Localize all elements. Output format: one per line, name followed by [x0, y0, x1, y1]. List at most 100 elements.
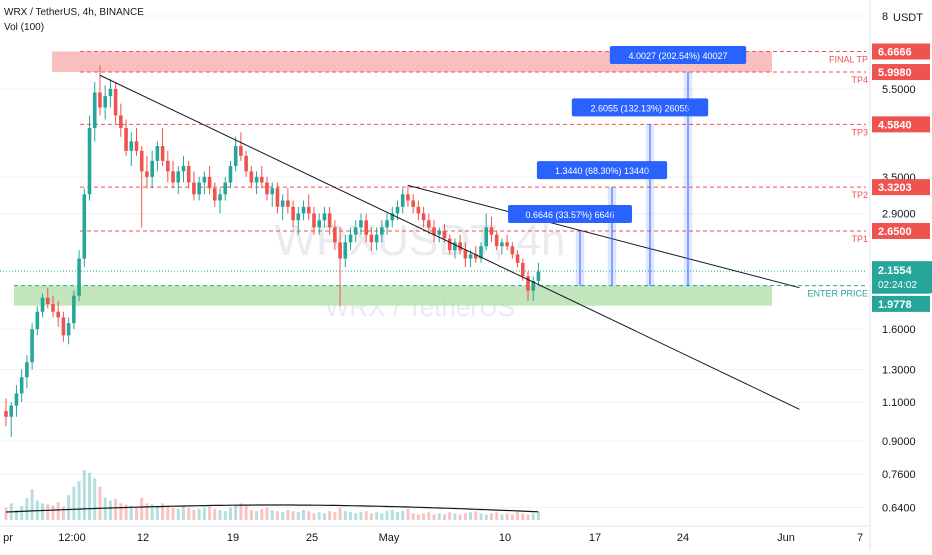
- candle-body: [301, 206, 306, 214]
- level-lines: FINAL TP TP4 TP3 TP2 TP1 ENTER PRICE: [0, 50, 868, 299]
- candle-body: [265, 182, 269, 195]
- volume-bar: [129, 505, 133, 520]
- candle-body: [484, 227, 489, 247]
- price-tick-label: 2.9000: [882, 208, 916, 220]
- price-tag-label: 5.9980: [878, 67, 912, 79]
- candle-body: [150, 160, 154, 177]
- candle-body: [395, 206, 400, 214]
- candle-body: [348, 234, 353, 243]
- volume-bar: [208, 506, 212, 520]
- volume-bar: [463, 513, 467, 520]
- time-tick-label: 7: [857, 532, 863, 544]
- candle-body: [35, 311, 40, 330]
- candle-body: [291, 206, 295, 221]
- candle-body: [139, 150, 144, 172]
- trendlines[interactable]: [99, 74, 800, 410]
- price-tag-label: 1.9778: [878, 299, 912, 311]
- volume-bar: [187, 507, 191, 520]
- measurements[interactable]: 0.6646 (33.57%) 6646 1.3440 (68.30%) 1344…: [508, 46, 747, 287]
- candle-body: [421, 213, 426, 221]
- price-tag-label: 3.3203: [878, 182, 912, 194]
- volume-bar: [469, 512, 473, 520]
- candle-body: [463, 250, 468, 259]
- volume-bar: [521, 513, 525, 520]
- volume-bar: [411, 513, 415, 520]
- trendline[interactable]: [407, 184, 800, 289]
- candle-body: [489, 227, 494, 235]
- currency-label[interactable]: USDT: [893, 12, 923, 24]
- volume-bar: [255, 511, 259, 520]
- volume-bar: [51, 505, 55, 520]
- candle-body: [254, 176, 259, 183]
- measure-label: 2.6055 (132.13%) 26055: [590, 103, 689, 113]
- time-axis: pr 12:00 12 19 25 May 10 17 24 Jun 7: [0, 525, 870, 544]
- price-tick-label: 0.9000: [882, 436, 916, 448]
- measure-label-box[interactable]: [508, 204, 632, 223]
- volume-bar: [291, 511, 295, 520]
- volume-bar: [296, 512, 300, 520]
- candle-body: [296, 213, 301, 221]
- price-tick-label: 5.5000: [882, 84, 916, 96]
- candle-body: [531, 280, 536, 291]
- candle-body: [233, 146, 238, 167]
- volume-bar: [489, 513, 493, 520]
- time-tick-label: 10: [499, 532, 511, 544]
- measure-label: 1.3440 (68.30%) 13440: [555, 166, 649, 176]
- candle-body: [134, 141, 139, 151]
- volume-bar: [88, 472, 92, 520]
- price-axis: 85.50003.50002.90001.60001.30001.10000.9…: [869, 0, 932, 550]
- trendline[interactable]: [99, 74, 800, 410]
- price-tick-label: 0.6400: [882, 502, 916, 514]
- candle-body: [228, 166, 233, 183]
- candle-body: [87, 127, 92, 195]
- volume-bar: [526, 514, 530, 520]
- candle-body: [406, 194, 410, 201]
- volume-label: Vol (100): [4, 22, 44, 33]
- volume-ma-line: [5, 504, 539, 513]
- volume-bar: [249, 510, 253, 520]
- volume-bar: [364, 511, 368, 520]
- candle-body: [536, 271, 541, 281]
- candle-body: [327, 213, 332, 228]
- candle-body: [510, 246, 515, 255]
- volume-bar: [67, 495, 71, 520]
- volume-bar: [192, 510, 196, 520]
- time-tick-label: 19: [227, 532, 239, 544]
- candle-body: [160, 146, 165, 161]
- candle-body: [333, 227, 337, 243]
- volume-bar: [56, 502, 60, 520]
- volume-bar: [484, 514, 488, 520]
- volume-bar: [448, 512, 452, 520]
- candle-body: [494, 234, 499, 247]
- volume-bar: [432, 514, 436, 520]
- candle-body: [176, 171, 181, 183]
- candle-body: [129, 141, 134, 151]
- volume-bar: [234, 504, 238, 520]
- candle-body: [197, 182, 201, 195]
- volume-bar: [150, 504, 154, 520]
- volume-bar: [14, 510, 18, 520]
- candle-body: [385, 220, 389, 228]
- candle-body: [92, 92, 97, 128]
- candle-body: [280, 200, 285, 207]
- time-tick-label: May: [379, 532, 400, 544]
- time-tick-label: pr: [3, 532, 13, 544]
- measure-label-box[interactable]: [571, 98, 709, 117]
- candle-body: [61, 317, 66, 336]
- measure-label-box[interactable]: [536, 161, 668, 180]
- candle-body: [479, 246, 483, 259]
- time-tick-label: 25: [306, 532, 318, 544]
- volume-bar: [396, 512, 399, 520]
- candle-body: [19, 377, 24, 394]
- candle-body: [306, 206, 311, 214]
- volume-bar: [202, 507, 206, 520]
- volume-bar: [161, 503, 165, 520]
- candle-body: [359, 220, 363, 228]
- price-tag-box: [872, 43, 930, 60]
- measure-label-box[interactable]: [609, 46, 747, 65]
- level-label: TP1: [851, 234, 868, 244]
- price-tag-box: [872, 295, 930, 312]
- candle-body: [374, 234, 379, 243]
